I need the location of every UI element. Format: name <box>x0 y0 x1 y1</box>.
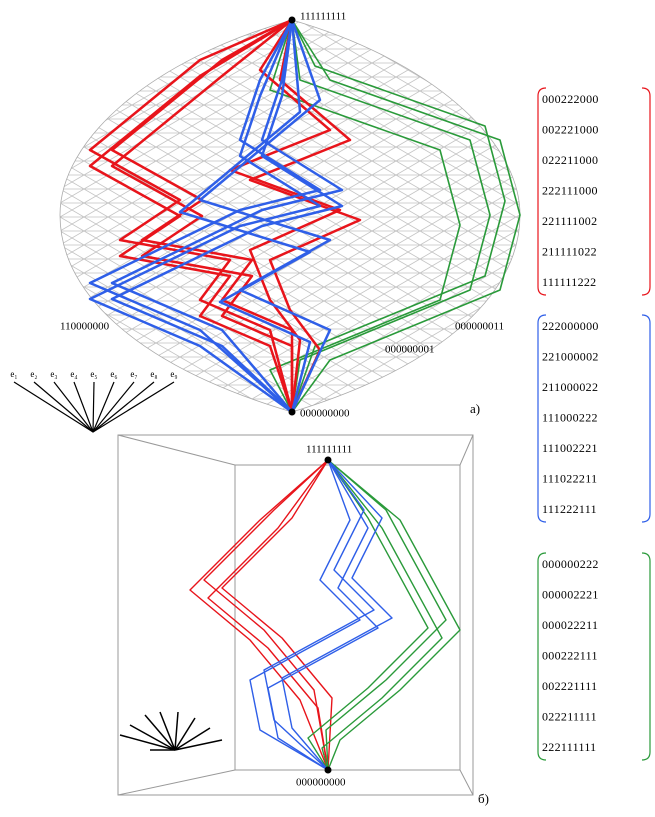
basis-vector <box>93 382 94 432</box>
vertex <box>325 767 332 774</box>
lattice-path <box>308 460 428 770</box>
basis-label: e₄ <box>70 369 77 379</box>
sequence: 111222111 <box>542 502 597 516</box>
sequence: 000002221 <box>542 587 599 601</box>
sequence: 111000222 <box>542 410 598 424</box>
sequence: 000000222 <box>542 557 599 571</box>
vertex-label: 111111111 <box>300 11 346 23</box>
basis-vector <box>93 382 134 432</box>
sequence: 222000000 <box>542 319 599 333</box>
sequence: 111111222 <box>542 275 596 289</box>
caption: a) <box>470 401 480 416</box>
basis-label: e₆ <box>110 369 117 379</box>
sequence-lists: 000222000 002221000 022211000 222111000 2211… <box>538 88 650 760</box>
sequence: 111002221 <box>542 441 598 455</box>
basis-vector <box>14 382 93 432</box>
basis-fan: e₁ e₂ e₃ e₄ e₅ e₆ e₇ e₈ e₉ <box>10 369 177 432</box>
sequence: 211111022 <box>542 244 597 258</box>
vertex <box>289 17 296 24</box>
basis-label: e₈ <box>150 369 157 379</box>
sequence: 111022211 <box>542 471 597 485</box>
basis-vector <box>34 382 93 432</box>
sequence: 000022211 <box>542 618 598 632</box>
lattice-path <box>250 460 360 770</box>
basis-label: e₁ <box>10 369 17 379</box>
basis-label: e₃ <box>50 369 57 379</box>
basis-vector <box>93 382 174 432</box>
sequence: 002221111 <box>542 679 597 693</box>
basis-vector <box>93 382 154 432</box>
lattice-background <box>60 20 520 412</box>
basis-label: e₂ <box>30 369 37 379</box>
vertex-label: 000000000 <box>296 777 346 789</box>
sequence: 022211000 <box>542 153 598 167</box>
vertex-label: 000000011 <box>455 321 504 333</box>
vertex <box>289 409 296 416</box>
lattice-path <box>328 460 460 770</box>
sequence: 222111111 <box>542 740 596 754</box>
lattice-path <box>264 460 374 770</box>
vertex-label: 000000000 <box>300 408 350 420</box>
lattice-path <box>326 460 446 770</box>
sequence: 000222000 <box>542 92 599 106</box>
caption: б) <box>478 791 489 806</box>
sequence: 000222111 <box>542 648 598 662</box>
bracket <box>642 553 650 760</box>
vertex <box>325 457 332 464</box>
sequence: 022211111 <box>542 709 597 723</box>
sequence: 211000022 <box>542 380 598 394</box>
sequence: 221111002 <box>542 214 597 228</box>
figure: 111111111 110000000 000000011 000000001 … <box>0 0 655 812</box>
vertex-label: 110000000 <box>60 321 110 333</box>
vertex-label: 000000001 <box>385 344 435 356</box>
basis-label: e₇ <box>130 369 137 379</box>
basis-vector <box>93 382 114 432</box>
sequence: 221000002 <box>542 349 599 363</box>
basis-label: e₉ <box>170 369 177 379</box>
sequence: 002221000 <box>542 122 599 136</box>
axes-fan <box>120 712 222 750</box>
basis-vector <box>54 382 93 432</box>
bracket <box>642 315 650 522</box>
bracket <box>642 88 650 295</box>
vertex-label: 111111111 <box>306 444 352 456</box>
lattice-paths-3d <box>190 460 460 770</box>
sequence: 222111000 <box>542 183 598 197</box>
basis-label: e₅ <box>90 369 97 379</box>
